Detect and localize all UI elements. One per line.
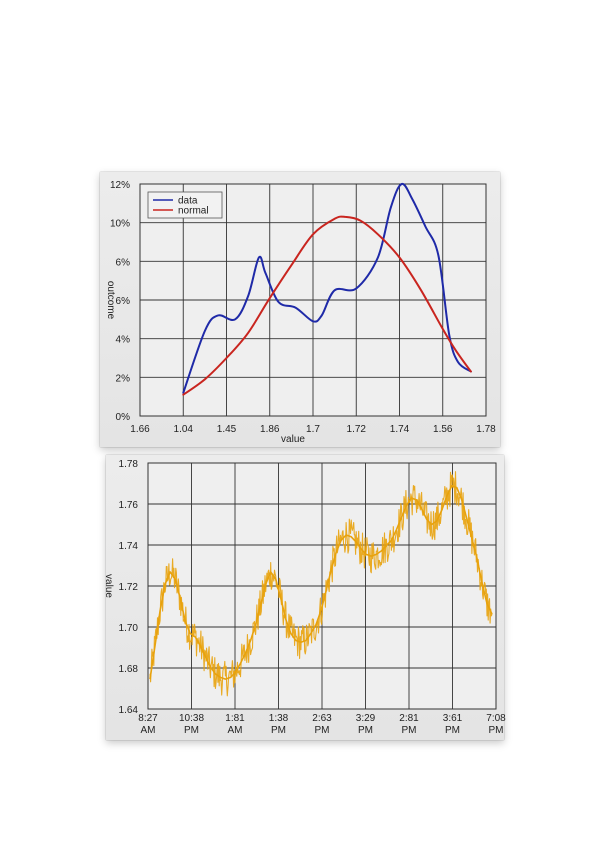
distribution-chart: 1.66 1.04 1.45 1.86 1.7 1.72 1.74 1.56 1.78 0% 2% 4… <box>105 180 496 445</box>
y-tick-label: 1.72 <box>119 582 139 593</box>
x-tick-label: 2:81 PM <box>399 713 419 736</box>
x-tick-label: 8:27 AM <box>138 713 158 736</box>
y-tick-label: 1.64 <box>119 705 139 716</box>
legend-label-data: data <box>178 196 198 207</box>
y-tick-label: 6% <box>116 296 131 307</box>
x-tick-label: 1.04 <box>174 424 194 435</box>
y-tick-label: 10% <box>110 219 130 230</box>
y-tick-label: 4% <box>116 335 131 346</box>
x-tick-label: 1.66 <box>130 424 150 435</box>
x-tick-label: 1:38 PM <box>269 713 289 736</box>
y-tick-label: 1.74 <box>119 541 139 552</box>
series-line-normal <box>182 215 472 396</box>
distribution-chart-panel: 1.66 1.04 1.45 1.86 1.7 1.72 1.74 1.56 1.78 0% 2% 4… <box>100 172 500 447</box>
x-tick-label: 1.45 <box>217 424 237 435</box>
timeseries-chart: 8:27 AM 10:38 PM 1:81 AM 1:38 PM 2:63 PM 3:29 PM 2:8… <box>103 459 506 736</box>
y-tick-label: 6% <box>116 257 131 268</box>
x-tick-label: 1:81 AM <box>225 713 245 736</box>
x-axis-title: value <box>281 434 305 445</box>
x-tick-label: 3:61 PM <box>443 713 463 736</box>
y-tick-label: 0% <box>116 412 131 423</box>
y-axis-title: outcome <box>105 281 116 320</box>
series-line-texture <box>149 471 493 697</box>
y-tick-label: 1.76 <box>119 500 139 511</box>
x-tick-label: 2:63 PM <box>312 713 332 736</box>
x-tick-label: 7:08 PM <box>486 713 506 736</box>
y-tick-label: 2% <box>116 373 131 384</box>
x-tick-label: 1.56 <box>433 424 453 435</box>
x-tick-label: 10:38 PM <box>179 713 204 736</box>
y-tick-label: 1.68 <box>119 664 139 675</box>
series-line-data <box>182 182 472 394</box>
legend-box <box>147 191 223 219</box>
x-tick-label: 1.72 <box>347 424 367 435</box>
timeseries-chart-panel: 8:27 AM 10:38 PM 1:81 AM 1:38 PM 2:63 PM 3:29 PM 2:8… <box>103 455 506 740</box>
y-tick-label: 1.70 <box>119 623 139 634</box>
y-tick-label: 12% <box>110 180 130 191</box>
x-tick-label: 1.74 <box>390 424 410 435</box>
y-tick-label: 1.78 <box>119 459 139 470</box>
x-tick-label: 1.78 <box>476 424 496 435</box>
x-tick-label: 1.86 <box>260 424 280 435</box>
x-tick-label: 1.7 <box>306 424 320 435</box>
legend-label-normal: normal <box>178 206 209 217</box>
x-tick-label: 3:29 PM <box>356 713 376 736</box>
y-axis-title: value <box>103 574 114 598</box>
